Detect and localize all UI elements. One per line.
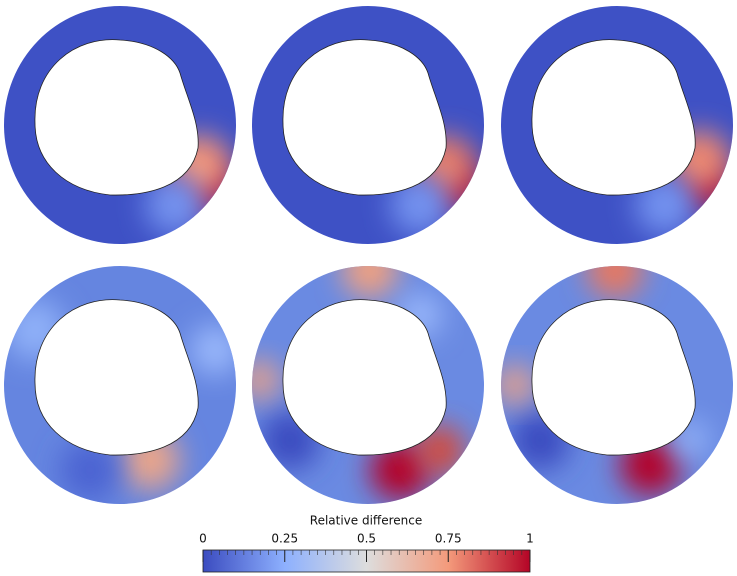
ring-hole-edge [282,39,447,196]
ring-hole-edge [531,39,696,196]
ring-blob [415,425,465,475]
colorbar-tick-label: 0 [199,532,207,546]
ring-plots [4,6,733,504]
ring-blob [190,325,236,375]
ring-blob [145,175,205,235]
ring-blob [398,293,442,337]
ring-hole-edge [531,299,696,456]
ring-blob [501,365,535,405]
ring-hole-edge [282,299,447,456]
ring-blob [390,175,450,235]
ring-blob [670,420,710,460]
ring-plot [252,266,484,504]
colorbar-title: Relative difference [310,514,422,528]
ring-blob [120,430,180,490]
ring-blob [5,300,65,360]
ring-hole-edge [34,299,199,456]
colorbar-tick-label: 0.75 [435,532,462,546]
ring-blob [370,440,430,500]
colorbar-tick-label: 0.25 [271,532,298,546]
ring-blob [635,175,695,235]
ring-blob [587,266,643,298]
ring-blob [252,360,280,400]
ring-blob [342,266,398,298]
colorbar-tick-label: 1 [526,532,534,546]
ring-hole-edge [34,39,199,196]
ring-blob [510,410,570,470]
ring-blob [60,440,120,500]
colorbar-tick-label: 0.5 [357,532,376,546]
colorbar: Relative difference 0 0.25 0.5 0.75 1 [199,514,534,573]
ring-plot [501,266,733,504]
ring-blob [260,410,320,470]
